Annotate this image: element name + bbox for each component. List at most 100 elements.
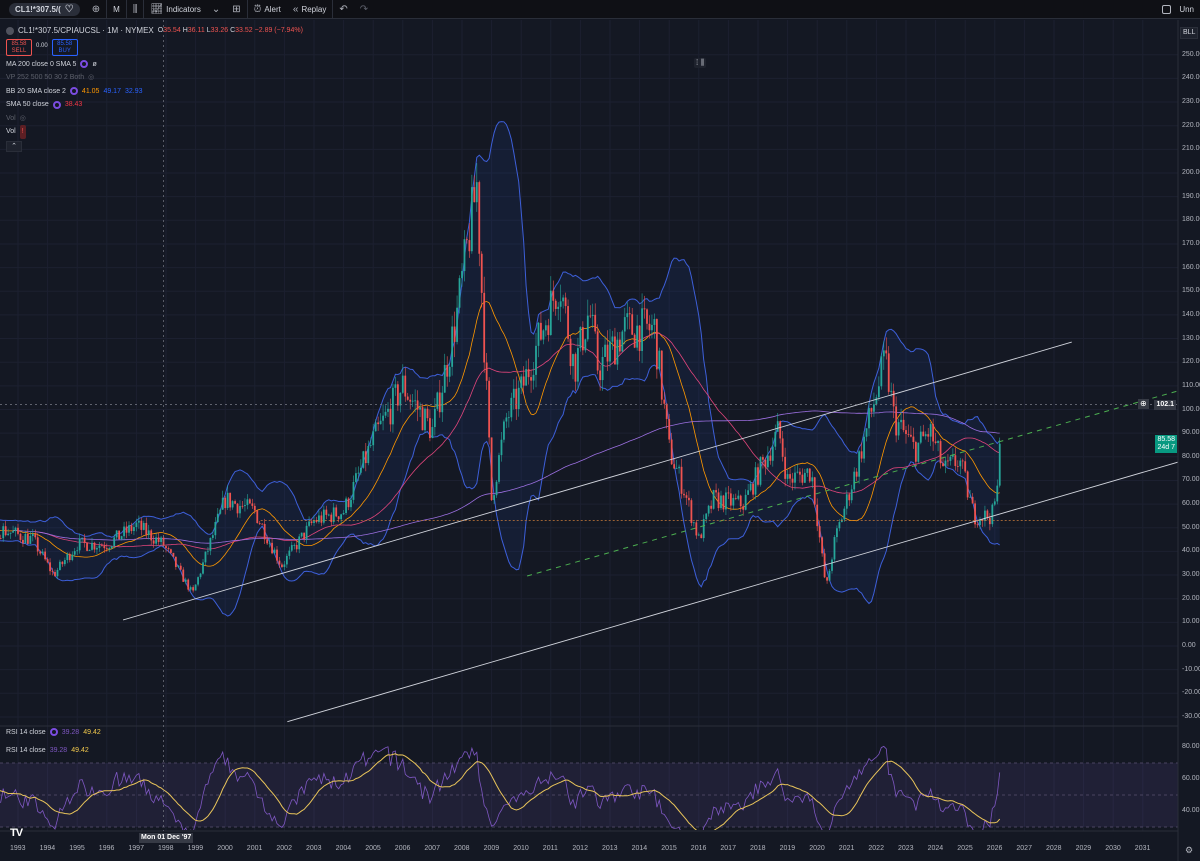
compare-button[interactable]: ⊕	[86, 0, 108, 19]
candle-body	[766, 455, 769, 468]
candle-body	[56, 569, 59, 577]
drag-handle-candles-icon[interactable]: ⁞ ⫼	[694, 58, 707, 68]
alert-button[interactable]: ⏰︎ Alert	[248, 0, 287, 19]
indicator-vol[interactable]: Vol!	[6, 125, 303, 139]
chevron-down-icon[interactable]: ⌄	[211, 3, 221, 15]
price-tick-label: 210.00	[1182, 145, 1200, 153]
candle-body	[59, 561, 61, 570]
candle	[44, 548, 47, 561]
candle-body	[86, 542, 88, 551]
error-icon[interactable]: !	[19, 125, 26, 139]
candle-body	[683, 493, 685, 496]
candle	[890, 382, 893, 397]
candle-body	[979, 519, 981, 525]
time-tick-label: 2022	[868, 845, 884, 852]
candle-body	[579, 327, 582, 349]
settings-icon[interactable]	[80, 60, 89, 69]
candle-body	[789, 474, 791, 479]
candle-body	[271, 542, 273, 554]
layout-button[interactable]: Unn	[1156, 0, 1200, 19]
candle-body	[335, 507, 338, 517]
indicator-bb[interactable]: BB 20 SMA close 2 41.05 49.17 32.93	[6, 87, 143, 96]
candle	[81, 537, 84, 543]
candle	[749, 480, 752, 492]
candle	[241, 501, 244, 509]
interval-button[interactable]: M	[107, 0, 127, 19]
indicator-vol-hidden[interactable]: Vol ◎	[6, 112, 303, 126]
indicator-vp[interactable]: VP 252 500 50 30 2 Both ◎	[6, 71, 303, 85]
collapse-legend-button[interactable]: ⌃	[6, 140, 22, 152]
candle	[692, 521, 695, 527]
indicator-sma50[interactable]: SMA 50 close 38.43	[6, 100, 83, 109]
heart-shield-icon[interactable]: ♡	[64, 3, 74, 15]
rsi-legend-2[interactable]: RSI 14 close 39.28 49.42	[6, 747, 89, 754]
time-tick-label: 2027	[1016, 845, 1032, 852]
settings-icon[interactable]: ⚙	[1185, 845, 1194, 855]
candle	[394, 376, 397, 396]
candle	[337, 516, 340, 523]
settings-icon[interactable]	[69, 87, 78, 96]
redo-button[interactable]: ↷	[354, 0, 374, 19]
candle	[500, 431, 503, 462]
candle	[290, 541, 293, 552]
candle	[554, 298, 557, 316]
templates-button[interactable]: ⊞	[226, 0, 248, 19]
currency-label[interactable]: BLL	[1180, 27, 1199, 39]
candle	[818, 520, 821, 543]
candle	[475, 163, 478, 212]
rsi-pane	[0, 745, 1178, 830]
candle	[540, 311, 542, 341]
candle-body	[638, 325, 641, 351]
candle	[263, 518, 266, 544]
candle	[939, 438, 942, 469]
chart-type-button[interactable]: ⫼	[127, 0, 145, 19]
candle	[562, 294, 565, 309]
price-tick-label: 100.00	[1182, 405, 1200, 413]
sell-button[interactable]: 85.58 SELL	[6, 38, 32, 56]
candle	[875, 394, 878, 406]
rsi-legend-1[interactable]: RSI 14 close 39.28 49.42	[6, 728, 101, 736]
rsi-tick-label: 80.00	[1182, 743, 1200, 750]
candle	[512, 379, 515, 410]
candle-body	[618, 339, 621, 352]
candle	[340, 513, 343, 524]
settings-icon[interactable]	[49, 728, 58, 736]
candle	[130, 522, 133, 534]
buy-button[interactable]: 85.58 BUY	[51, 38, 78, 56]
symbol-title[interactable]: CL1!*307.5/CPIAUCSL · 1M · NYMEX	[18, 26, 154, 35]
settings-icon[interactable]	[52, 100, 61, 109]
candle	[591, 303, 594, 328]
symbol-label: CL1!*307.5/(	[15, 4, 61, 14]
symbol-search[interactable]: CL1!*307.5/(♡	[0, 0, 86, 19]
eye-hidden-icon[interactable]: ◎	[19, 114, 26, 122]
candle	[36, 533, 39, 556]
candle-body	[993, 501, 996, 505]
candle	[157, 532, 160, 545]
replay-button[interactable]: «Replay	[287, 0, 334, 19]
candle	[821, 536, 824, 557]
candle-body	[700, 534, 703, 539]
candle-body	[808, 468, 811, 482]
candle	[601, 347, 604, 391]
undo-button[interactable]: ↶	[333, 0, 353, 19]
candle-body	[762, 457, 764, 460]
candle-body	[769, 455, 772, 461]
indicators-button[interactable]: 📈︎ Indicators ⌄	[144, 0, 226, 19]
candle	[22, 535, 24, 547]
candle	[347, 497, 350, 511]
candle-body	[611, 336, 614, 342]
candle-body	[821, 537, 824, 554]
price-tick-label: 130.00	[1182, 334, 1200, 342]
candle	[29, 531, 32, 545]
candle	[882, 341, 885, 370]
tradingview-logo[interactable]: TV	[10, 827, 23, 839]
candle	[623, 307, 626, 345]
candle-body	[655, 319, 658, 370]
add-plus-icon[interactable]: ⊕	[1138, 398, 1149, 409]
candle	[128, 521, 130, 536]
eye-hidden-icon[interactable]: ◎	[88, 74, 95, 81]
candle-body	[290, 545, 293, 551]
candle-body	[532, 374, 535, 381]
